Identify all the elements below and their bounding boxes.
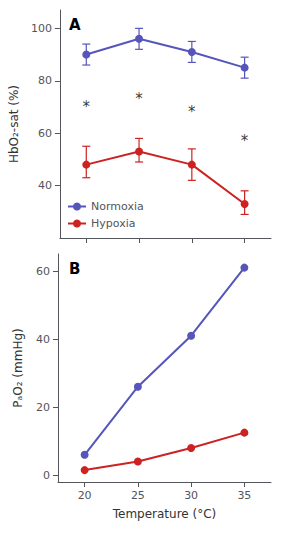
- svg-text:*: *: [241, 132, 249, 150]
- svg-text:Normoxia: Normoxia: [91, 200, 144, 213]
- svg-text:20: 20: [36, 401, 50, 414]
- svg-text:60: 60: [36, 265, 50, 278]
- svg-text:Temperature (°C): Temperature (°C): [112, 507, 217, 521]
- svg-text:30: 30: [184, 489, 198, 502]
- svg-text:B: B: [69, 260, 80, 278]
- svg-text:Hypoxia: Hypoxia: [91, 217, 135, 230]
- svg-text:*: *: [135, 90, 143, 108]
- svg-text:40: 40: [38, 179, 52, 192]
- svg-text:80: 80: [38, 74, 52, 87]
- svg-text:*: *: [83, 98, 91, 116]
- svg-text:HbO₂-sat (%): HbO₂-sat (%): [7, 85, 21, 163]
- svg-text:20: 20: [78, 489, 92, 502]
- svg-text:40: 40: [36, 333, 50, 346]
- svg-text:0: 0: [43, 469, 50, 482]
- svg-text:35: 35: [237, 489, 251, 502]
- svg-text:60: 60: [38, 127, 52, 140]
- svg-text:A: A: [69, 16, 81, 34]
- svg-text:100: 100: [31, 22, 52, 35]
- svg-text:25: 25: [131, 489, 145, 502]
- svg-text:*: *: [188, 103, 196, 121]
- svg-text:PₐO₂ (mmHg): PₐO₂ (mmHg): [11, 328, 25, 407]
